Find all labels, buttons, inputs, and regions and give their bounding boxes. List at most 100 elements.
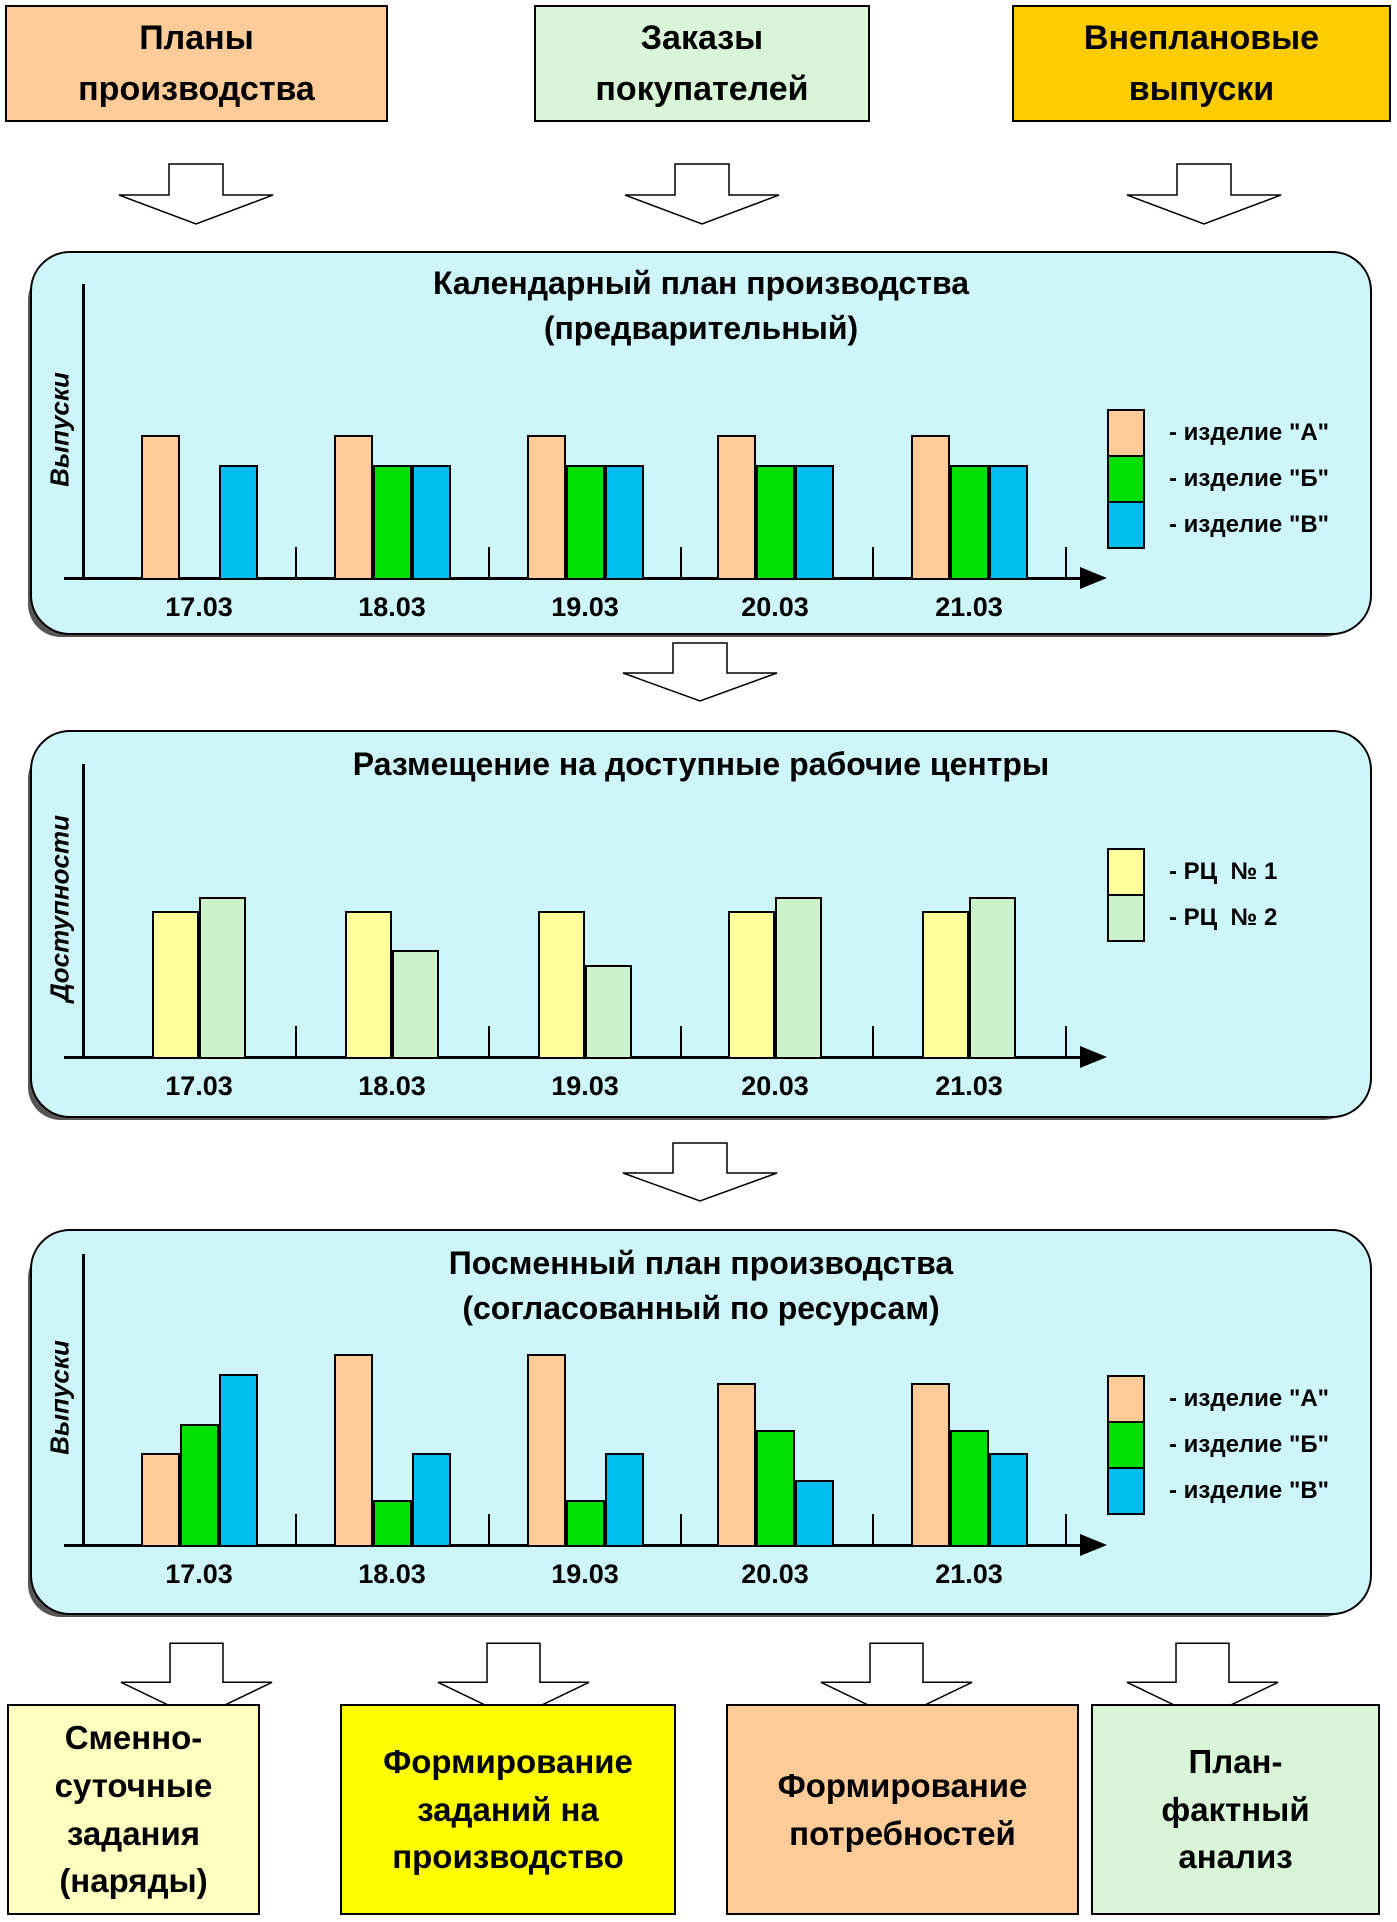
x-tick-label: 20.03: [741, 1559, 809, 1589]
bar: [969, 897, 1016, 1059]
bar: [526, 1354, 566, 1547]
axis-tick: [295, 1514, 297, 1547]
legend-swatch: [1107, 501, 1145, 549]
x-axis-arrowhead-icon: [1080, 567, 1107, 589]
x-tick-label: 17.03: [165, 1071, 233, 1101]
chart-legend: - изделие "А" - изделие "Б" - изделие "В": [1107, 1375, 1329, 1515]
box-requirements-generation: Формирование потребностей: [726, 1704, 1079, 1915]
panel-calendar-plan: Календарный план производства (предварит…: [30, 251, 1372, 635]
bar: [585, 965, 632, 1059]
axis-tick: [488, 547, 490, 580]
bar: [949, 465, 989, 580]
legend-swatch: [1107, 409, 1145, 457]
bar: [755, 1430, 795, 1547]
bar: [218, 465, 258, 580]
legend-swatch: [1107, 1467, 1145, 1515]
bar-chart-work-centers: 17.03 18.03 19.03 20.03 21.03: [32, 764, 1374, 1124]
down-arrow-icon: [622, 1142, 778, 1202]
chart-title: Календарный план производства (предварит…: [182, 261, 1220, 352]
bar: [199, 897, 246, 1059]
bar: [345, 911, 392, 1059]
axis-tick: [872, 1514, 874, 1547]
chart-title-line2: (согласованный по ресурсам): [462, 1290, 940, 1327]
bar-chart-shift-plan: 17.03 18.03 19.03 20.03 21.03: [32, 1254, 1374, 1614]
bar: [526, 435, 566, 580]
axis-tick: [680, 1514, 682, 1547]
legend-label: - изделие "Б": [1169, 465, 1329, 492]
x-tick-label: 21.03: [935, 1559, 1003, 1589]
chart-legend: - изделие "А" - изделие "Б" - изделие "В": [1107, 409, 1329, 549]
legend-row: - изделие "Б": [1107, 1421, 1329, 1469]
axis-tick: [680, 1026, 682, 1059]
legend-row: - изделие "В": [1107, 1467, 1329, 1515]
axis-tick: [488, 1026, 490, 1059]
legend-row: - изделие "В": [1107, 501, 1329, 549]
legend-row: - РЦ № 1: [1107, 848, 1277, 896]
axis-tick: [1065, 547, 1067, 580]
bar: [716, 435, 756, 580]
y-axis: [82, 764, 85, 1059]
bar: [949, 1430, 989, 1547]
bar: [910, 1383, 950, 1547]
x-tick-label: 19.03: [551, 1559, 619, 1589]
x-axis-arrowhead-icon: [1080, 1046, 1107, 1068]
bar: [922, 911, 969, 1059]
bar: [775, 897, 822, 1059]
chart-title-line1: Размещение на доступные рабочие центры: [352, 746, 1050, 782]
box-production-task-generation: Формирование заданий на производство: [340, 1704, 676, 1915]
bar: [140, 435, 180, 580]
bar: [411, 1453, 451, 1547]
axis-tick: [872, 547, 874, 580]
axis-tick: [1065, 1514, 1067, 1547]
bar: [179, 1424, 219, 1547]
x-tick-label: 19.03: [551, 1071, 619, 1101]
bar-chart-calendar-plan: 17.03 18.03 19.03 20.03 21.03: [32, 284, 1374, 644]
box-plan-fact-analysis: План- фактный анализ: [1091, 1704, 1380, 1915]
bar: [604, 465, 644, 580]
legend-row: - РЦ № 2: [1107, 894, 1277, 942]
bar: [716, 1383, 756, 1547]
x-tick-label: 18.03: [358, 1559, 426, 1589]
x-tick-label: 17.03: [165, 1559, 233, 1589]
down-arrow-icon: [1126, 1642, 1279, 1720]
bar: [411, 465, 451, 580]
x-tick-label: 17.03: [165, 592, 233, 622]
down-arrow-icon: [622, 642, 778, 702]
bar: [565, 1500, 605, 1547]
bar: [728, 911, 775, 1059]
legend-label: - изделие "В": [1169, 1477, 1330, 1504]
x-tick-label: 21.03: [935, 592, 1003, 622]
bar: [988, 465, 1028, 580]
bar: [538, 911, 585, 1059]
chart-title: Посменный план производства (согласованн…: [182, 1241, 1220, 1332]
axis-tick: [295, 547, 297, 580]
panel-work-centers: Размещение на доступные рабочие центры Д…: [30, 730, 1372, 1118]
bar: [392, 950, 439, 1059]
down-arrow-icon: [437, 1642, 590, 1720]
bar: [755, 465, 795, 580]
legend-row: - изделие "Б": [1107, 455, 1329, 503]
chart-title-line1: Посменный план производства: [448, 1245, 954, 1281]
legend-swatch: [1107, 848, 1145, 896]
bar: [910, 435, 950, 580]
bar: [140, 1453, 180, 1547]
bar: [988, 1453, 1028, 1547]
bar: [218, 1374, 258, 1547]
chart-legend: - РЦ № 1 - РЦ № 2: [1107, 848, 1277, 942]
bar: [152, 911, 199, 1059]
x-tick-label: 20.03: [741, 592, 809, 622]
bar: [604, 1453, 644, 1547]
bar: [333, 1354, 373, 1547]
bar: [794, 465, 834, 580]
legend-label: - изделие "В": [1169, 511, 1330, 538]
axis-tick: [488, 1514, 490, 1547]
y-axis: [82, 1254, 85, 1547]
down-arrow-icon: [118, 163, 274, 225]
bar: [333, 435, 373, 580]
axis-tick: [1065, 1026, 1067, 1059]
x-tick-label: 19.03: [551, 592, 619, 622]
legend-swatch: [1107, 894, 1145, 942]
x-tick-label: 20.03: [741, 1071, 809, 1101]
chart-title-line2: (предварительный): [543, 310, 859, 347]
legend-row: - изделие "А": [1107, 1375, 1329, 1423]
